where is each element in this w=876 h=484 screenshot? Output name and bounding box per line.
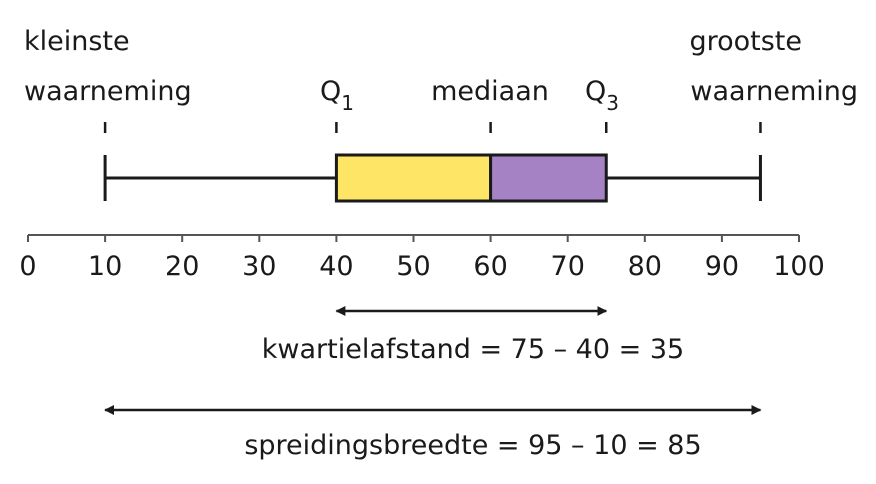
x-tick-label: 50 bbox=[396, 251, 430, 282]
x-tick-label: 20 bbox=[165, 251, 199, 282]
x-tick-label: 0 bbox=[19, 251, 36, 282]
max-label-line2: waarneming bbox=[690, 76, 858, 107]
x-tick-label: 100 bbox=[773, 251, 825, 282]
iqr-annotation: kwartielafstand = 75 – 40 = 35 bbox=[262, 334, 684, 365]
x-tick-label: 60 bbox=[473, 251, 507, 282]
range-annotation: spreidingsbreedte = 95 – 10 = 85 bbox=[244, 430, 701, 461]
max-label-line1: grootste bbox=[689, 26, 802, 57]
min-label-line2: waarneming bbox=[24, 76, 192, 107]
median-label: mediaan bbox=[431, 76, 549, 107]
x-tick-label: 30 bbox=[242, 251, 276, 282]
x-tick-label: 70 bbox=[551, 251, 585, 282]
q1-label: Q1 bbox=[320, 76, 354, 115]
x-tick-label: 90 bbox=[705, 251, 739, 282]
x-tick-label: 40 bbox=[319, 251, 353, 282]
x-tick-label: 80 bbox=[628, 251, 662, 282]
lower-box bbox=[334, 153, 493, 203]
x-tick-label: 10 bbox=[88, 251, 122, 282]
min-label-line1: kleinste bbox=[24, 26, 130, 57]
upper-box bbox=[489, 153, 608, 203]
q3-label: Q3 bbox=[585, 76, 619, 115]
